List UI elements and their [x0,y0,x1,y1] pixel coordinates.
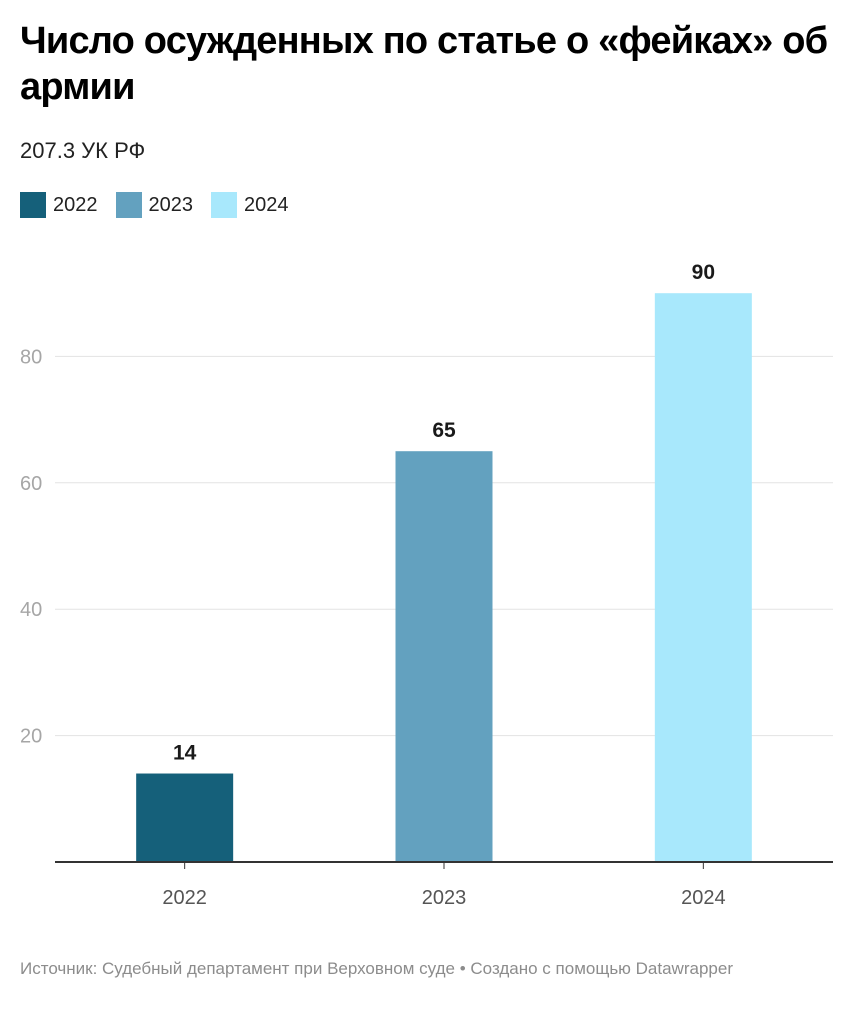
source-text: Источник: Судебный департамент при Верхо… [20,959,455,978]
legend-item-2022: 2022 [20,192,98,218]
credit-text: Создано с помощью Datawrapper [470,959,733,978]
legend-label-2022: 2022 [53,194,98,216]
bar-2024 [654,293,752,862]
legend-swatch-2022 [20,192,46,218]
legend-swatch-2024 [211,192,237,218]
bar-2022 [136,773,234,862]
value-label-2022: 14 [173,742,197,765]
value-label-2023: 65 [432,419,456,442]
legend-swatch-2023 [115,192,142,218]
legend-item-2024: 2024 [211,192,289,218]
chart-subtitle: 207.3 УК РФ [20,138,146,163]
x-tick-label-2022: 2022 [162,887,207,909]
legend: 2022 2023 2024 [20,192,307,218]
bar-chart: 20 40 60 80 14 2022 65 2023 90 2024 [20,261,833,909]
legend-item-2023: 2023 [115,192,194,218]
bar-2023 [395,451,493,862]
legend-label-2023: 2023 [148,194,194,216]
y-tick-label-60: 60 [20,473,42,495]
y-tick-label-40: 40 [20,599,42,621]
legend-label-2024: 2024 [244,194,289,216]
chart-footer: Источник: Судебный департамент при Верхо… [20,958,830,980]
chart-title: Число осужденных по статье о «фейках» об… [20,20,828,108]
x-tick-label-2024: 2024 [681,887,726,909]
y-tick-label-80: 80 [20,346,42,368]
value-label-2024: 90 [692,261,715,284]
y-tick-label-20: 20 [20,726,42,748]
footer-separator: • [459,959,466,978]
x-tick-label-2023: 2023 [422,887,467,909]
